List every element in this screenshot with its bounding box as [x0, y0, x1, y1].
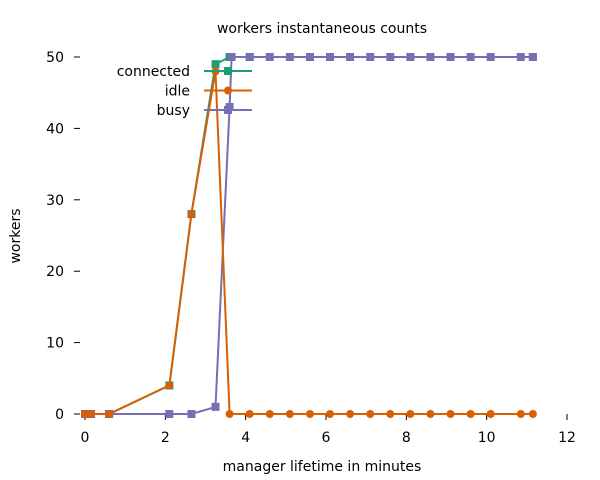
data-point-idle	[225, 410, 234, 418]
data-point-busy	[426, 53, 435, 61]
data-point-busy	[406, 53, 415, 61]
x-axis-label: manager lifetime in minutes	[223, 459, 422, 475]
data-point-idle	[386, 410, 395, 418]
data-point-idle	[446, 410, 455, 418]
data-point-idle	[326, 410, 335, 418]
x-tick-label: 12	[558, 430, 576, 446]
y-tick-label: 20	[46, 264, 64, 280]
legend-marker	[224, 86, 232, 95]
data-point-busy	[285, 53, 294, 61]
data-point-idle	[346, 410, 355, 418]
data-point-idle	[486, 410, 495, 418]
y-tick-label: 0	[55, 407, 64, 423]
series-layer	[81, 53, 537, 418]
legend-marker	[224, 106, 232, 114]
data-point-busy	[305, 53, 314, 61]
series-line-idle	[85, 70, 533, 415]
data-point-busy	[326, 53, 335, 61]
data-point-busy	[265, 53, 274, 61]
x-tick-label: 2	[161, 430, 170, 446]
series-connected	[81, 53, 537, 418]
legend-item-connected: connected	[117, 64, 252, 80]
x-tick-label: 6	[322, 430, 331, 446]
data-point-busy	[446, 53, 455, 61]
series-idle	[81, 67, 537, 418]
data-point-idle	[105, 410, 114, 418]
data-point-busy	[346, 53, 355, 61]
data-point-busy	[187, 410, 196, 418]
data-point-busy	[528, 53, 537, 61]
data-point-idle	[366, 410, 375, 418]
data-point-idle	[285, 410, 294, 418]
y-tick-label: 10	[46, 336, 64, 352]
legend-label: busy	[157, 103, 190, 119]
series-line-busy	[85, 56, 533, 415]
data-point-busy	[366, 53, 375, 61]
data-point-busy	[227, 53, 236, 61]
data-point-idle	[81, 410, 89, 418]
axes: 0 10 20 30 40 50 0 2 4 6 8 10 12	[46, 50, 576, 446]
data-point-busy	[516, 53, 525, 61]
data-point-busy	[486, 53, 495, 61]
x-tick-label: 8	[402, 430, 411, 446]
x-tick-label: 4	[241, 430, 250, 446]
data-point-idle	[406, 410, 415, 418]
y-axis-label: workers	[8, 208, 24, 263]
legend-item-busy: busy	[157, 103, 252, 119]
data-point-idle	[245, 410, 254, 418]
series-line-connected	[85, 56, 533, 415]
data-point-idle	[305, 410, 314, 418]
data-point-idle	[187, 210, 196, 219]
series-busy	[81, 53, 537, 418]
data-point-idle	[87, 410, 96, 418]
data-point-idle	[528, 410, 537, 418]
x-tick-label: 0	[81, 430, 90, 446]
legend: connected idle busy	[117, 64, 252, 119]
legend-item-idle: idle	[165, 84, 252, 100]
data-point-idle	[426, 410, 435, 418]
data-point-idle	[265, 410, 274, 418]
x-tick-label: 10	[478, 430, 496, 446]
data-point-idle	[165, 381, 174, 390]
data-point-busy	[165, 410, 174, 418]
data-point-idle	[516, 410, 525, 418]
data-point-busy	[466, 53, 475, 61]
data-point-busy	[386, 53, 395, 61]
data-point-busy	[245, 53, 254, 61]
y-tick-label: 30	[46, 193, 64, 209]
y-tick-label: 40	[46, 121, 64, 137]
data-point-connected	[211, 60, 220, 69]
legend-label: idle	[165, 84, 190, 100]
data-point-busy	[211, 402, 220, 411]
legend-marker	[224, 67, 232, 75]
data-point-idle	[466, 410, 475, 418]
legend-label: connected	[117, 64, 190, 80]
y-tick-label: 50	[46, 50, 64, 66]
chart-title: workers instantaneous counts	[217, 21, 427, 37]
